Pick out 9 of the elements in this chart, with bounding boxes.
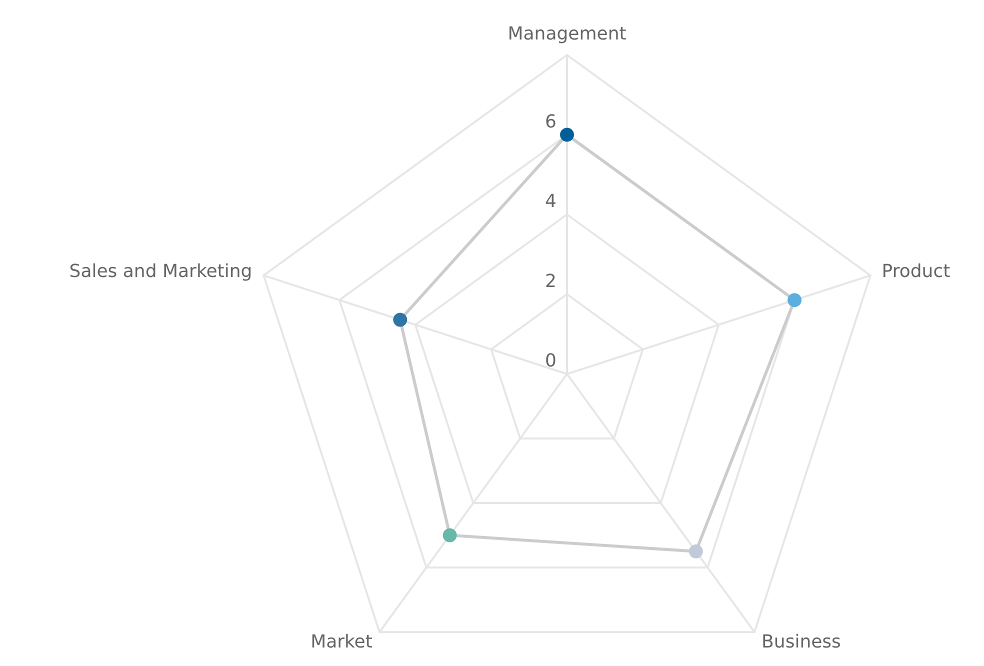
y-tick-label: 4 (545, 191, 556, 212)
y-tick-label: 6 (545, 111, 556, 132)
spoke-label: Management (508, 24, 626, 44)
spoke-label: Product (882, 261, 950, 282)
spoke-label: Business (762, 631, 841, 652)
spoke-label: Market (310, 631, 372, 652)
spoke-label: Sales and Marketing (69, 261, 252, 282)
y-tick-label: 0 (545, 350, 556, 372)
y-tick-label: 2 (545, 270, 556, 292)
